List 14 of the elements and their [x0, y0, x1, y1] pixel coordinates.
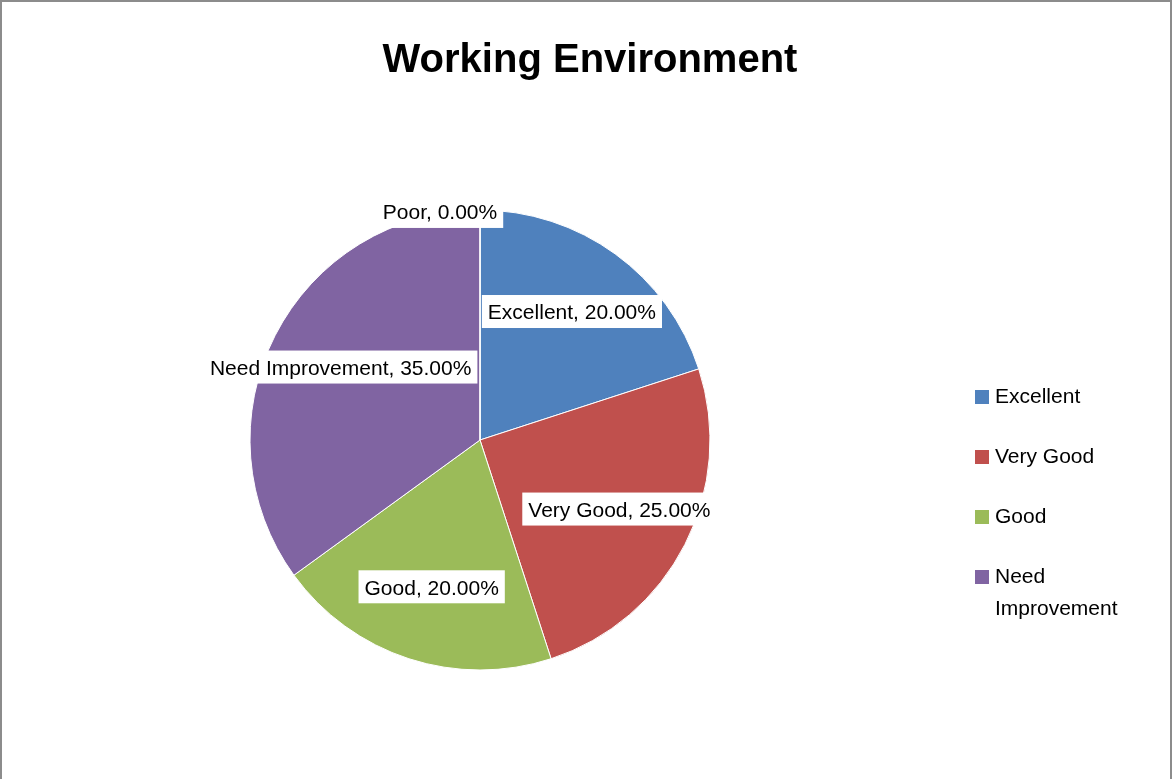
legend-label: Good [995, 503, 1047, 527]
chart-title: Working Environment [382, 36, 798, 80]
data-label: , 20.00% [573, 300, 656, 324]
slice-label: Good [364, 575, 416, 599]
legend-label: Excellent [995, 383, 1081, 407]
slice-label: Need Improvement [209, 355, 389, 379]
legend-label: Need Improvement [995, 563, 1118, 619]
slice-label: Excellent [487, 300, 574, 324]
slice-label: Very Good [528, 497, 628, 521]
data-label: , 25.00% [627, 497, 711, 521]
legend-label: Very Good [995, 443, 1095, 467]
category-label: Poor [382, 199, 426, 223]
data-label: , 35.00% [388, 355, 472, 379]
data-label: , 20.00% [415, 575, 499, 599]
